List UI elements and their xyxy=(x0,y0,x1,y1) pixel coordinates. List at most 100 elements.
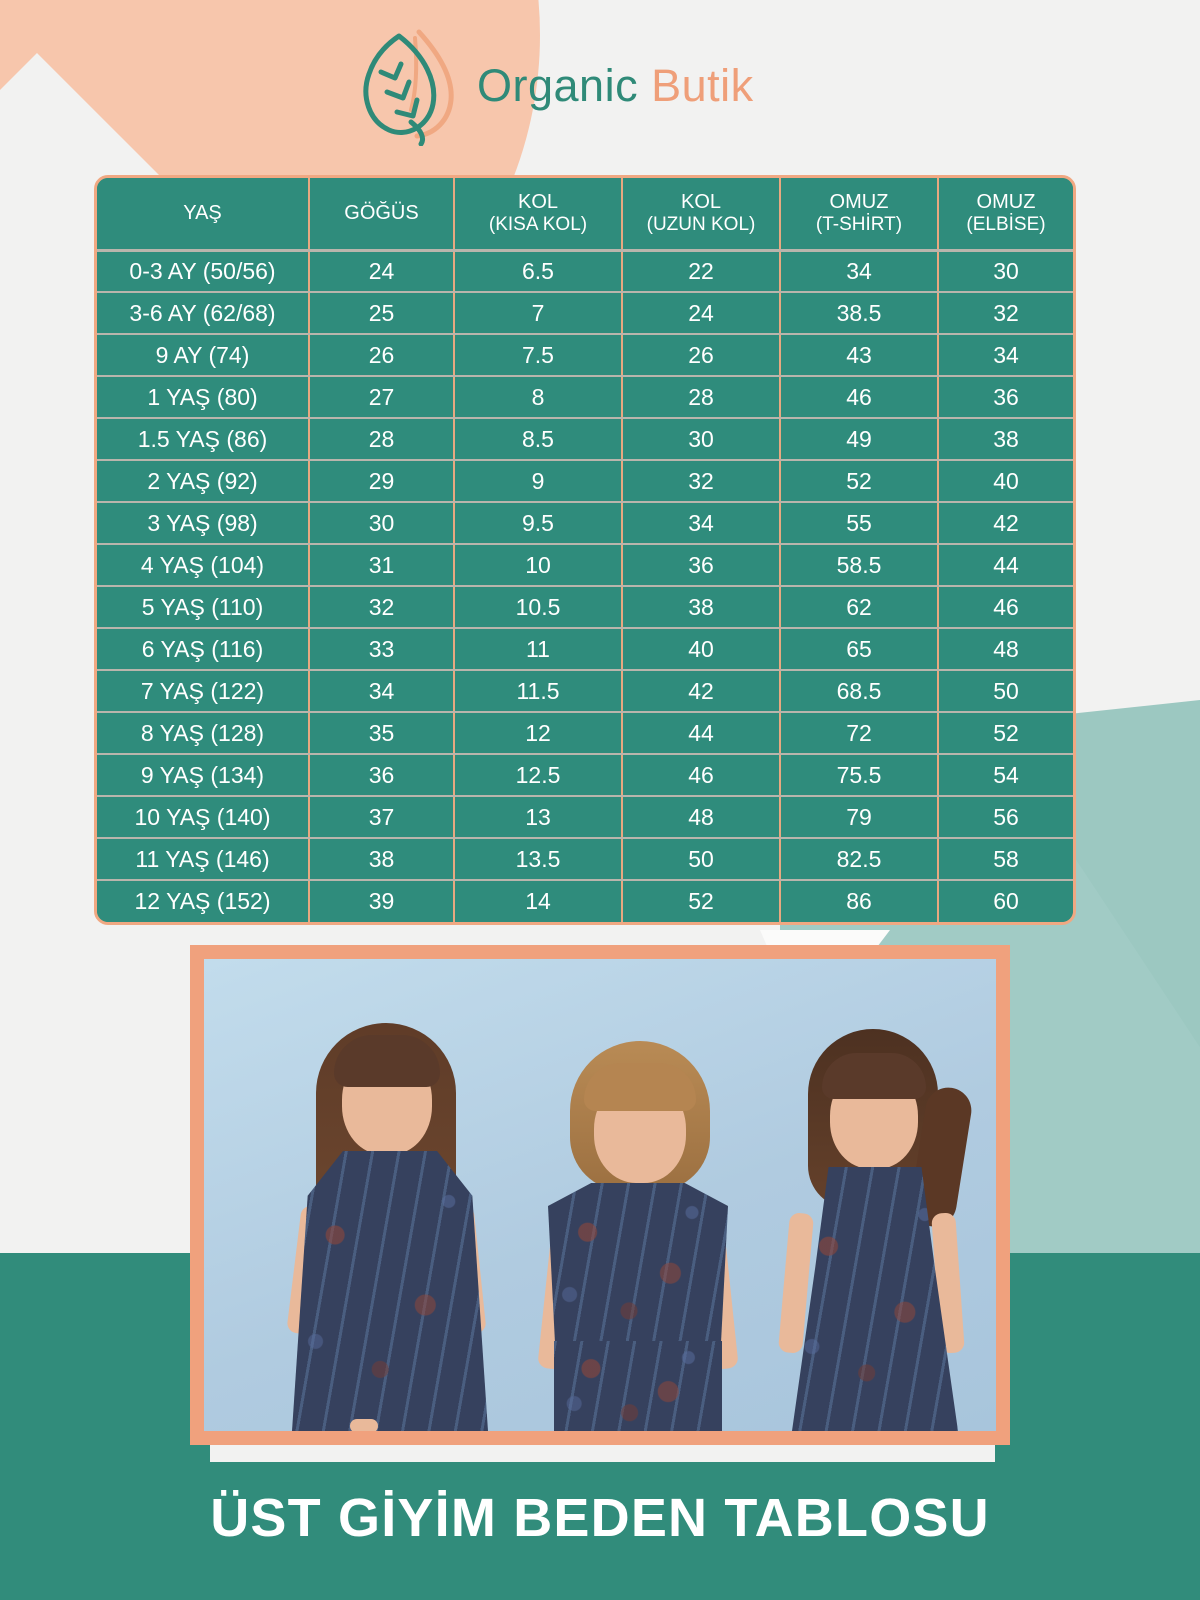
cell-age: 3 YAŞ (98) xyxy=(97,502,310,545)
brand-name: Organic Butik xyxy=(477,60,754,112)
cell-shoulder-tshirt: 52 xyxy=(780,460,939,503)
table-row: 3 YAŞ (98) 30 9.5 34 55 42 xyxy=(97,502,1073,545)
child-middle xyxy=(522,1001,752,1431)
cell-long-sleeve: 48 xyxy=(622,796,781,839)
cell-shoulder-tshirt: 75.5 xyxy=(780,754,939,797)
cell-short-sleeve: 12 xyxy=(454,712,623,755)
cell-short-sleeve: 13.5 xyxy=(454,838,623,881)
cell-shoulder-dress: 36 xyxy=(938,376,1073,419)
cell-shoulder-dress: 56 xyxy=(938,796,1073,839)
size-table-container: YAŞ GÖĞÜS KOL (KISA KOL) KOL (UZUN KOL) xyxy=(94,175,1076,925)
table-row: 6 YAŞ (116) 33 11 40 65 48 xyxy=(97,628,1073,671)
cell-short-sleeve: 10 xyxy=(454,544,623,587)
cell-shoulder-dress: 54 xyxy=(938,754,1073,797)
table-row: 7 YAŞ (122) 34 11.5 42 68.5 50 xyxy=(97,670,1073,713)
cell-age: 9 YAŞ (134) xyxy=(97,754,310,797)
table-row: 11 YAŞ (146) 38 13.5 50 82.5 58 xyxy=(97,838,1073,881)
cell-long-sleeve: 50 xyxy=(622,838,781,881)
size-table-header: YAŞ GÖĞÜS KOL (KISA KOL) KOL (UZUN KOL) xyxy=(97,178,1073,252)
brand-name-primary: Organic xyxy=(477,60,639,111)
cell-age: 2 YAŞ (92) xyxy=(97,460,310,503)
cell-long-sleeve: 38 xyxy=(622,586,781,629)
cell-long-sleeve: 46 xyxy=(622,754,781,797)
cell-chest: 29 xyxy=(309,460,455,503)
cell-shoulder-dress: 48 xyxy=(938,628,1073,671)
product-photo xyxy=(204,959,996,1431)
cell-shoulder-tshirt: 68.5 xyxy=(780,670,939,713)
table-row: 5 YAŞ (110) 32 10.5 38 62 46 xyxy=(97,586,1073,629)
column-header-short-sleeve-line1: KOL xyxy=(517,191,559,214)
cell-shoulder-tshirt: 62 xyxy=(780,586,939,629)
column-header-shoulder-dress-line2: (ELBİSE) xyxy=(966,213,1046,235)
column-header-shoulder-tshirt-line2: (T-SHİRT) xyxy=(815,213,903,235)
cell-shoulder-dress: 42 xyxy=(938,502,1073,545)
cell-shoulder-dress: 50 xyxy=(938,670,1073,713)
cell-long-sleeve: 42 xyxy=(622,670,781,713)
product-photo-frame xyxy=(190,945,1010,1445)
cell-long-sleeve: 52 xyxy=(622,880,781,922)
cell-shoulder-tshirt: 82.5 xyxy=(780,838,939,881)
child-right xyxy=(752,1001,987,1431)
cell-short-sleeve: 11 xyxy=(454,628,623,671)
column-header-shoulder-tshirt: OMUZ (T-SHİRT) xyxy=(780,178,939,252)
cell-chest: 36 xyxy=(309,754,455,797)
cell-short-sleeve: 11.5 xyxy=(454,670,623,713)
cell-chest: 37 xyxy=(309,796,455,839)
table-row: 4 YAŞ (104) 31 10 36 58.5 44 xyxy=(97,544,1073,587)
column-header-age: YAŞ xyxy=(97,178,310,252)
decor-teal-band-bottom xyxy=(0,1462,1200,1600)
column-header-chest-line1: GÖĞÜS xyxy=(344,202,419,225)
cell-shoulder-tshirt: 79 xyxy=(780,796,939,839)
cell-shoulder-tshirt: 55 xyxy=(780,502,939,545)
brand-logo: Organic Butik xyxy=(355,26,754,146)
cell-chest: 28 xyxy=(309,418,455,461)
cell-shoulder-dress: 46 xyxy=(938,586,1073,629)
child-left xyxy=(264,1001,514,1431)
cell-shoulder-tshirt: 86 xyxy=(780,880,939,922)
cell-short-sleeve: 7.5 xyxy=(454,334,623,377)
cell-age: 3-6 AY (62/68) xyxy=(97,292,310,335)
cell-age: 5 YAŞ (110) xyxy=(97,586,310,629)
column-header-long-sleeve-line1: KOL xyxy=(680,191,722,214)
cell-chest: 24 xyxy=(309,250,455,293)
table-row: 1 YAŞ (80) 27 8 28 46 36 xyxy=(97,376,1073,419)
cell-shoulder-dress: 30 xyxy=(938,250,1073,293)
cell-long-sleeve: 30 xyxy=(622,418,781,461)
cell-short-sleeve: 9 xyxy=(454,460,623,503)
cell-short-sleeve: 8 xyxy=(454,376,623,419)
cell-age: 7 YAŞ (122) xyxy=(97,670,310,713)
cell-short-sleeve: 13 xyxy=(454,796,623,839)
cell-short-sleeve: 10.5 xyxy=(454,586,623,629)
cell-age: 6 YAŞ (116) xyxy=(97,628,310,671)
cell-shoulder-tshirt: 46 xyxy=(780,376,939,419)
cell-long-sleeve: 32 xyxy=(622,460,781,503)
cell-shoulder-tshirt: 38.5 xyxy=(780,292,939,335)
cell-shoulder-dress: 38 xyxy=(938,418,1073,461)
table-row: 3-6 AY (62/68) 25 7 24 38.5 32 xyxy=(97,292,1073,335)
table-row: 8 YAŞ (128) 35 12 44 72 52 xyxy=(97,712,1073,755)
column-header-short-sleeve-line2: (KISA KOL) xyxy=(488,213,588,235)
column-header-chest: GÖĞÜS xyxy=(309,178,455,252)
cell-long-sleeve: 24 xyxy=(622,292,781,335)
cell-short-sleeve: 6.5 xyxy=(454,250,623,293)
cell-shoulder-dress: 58 xyxy=(938,838,1073,881)
column-header-short-sleeve: KOL (KISA KOL) xyxy=(454,178,623,252)
cell-chest: 32 xyxy=(309,586,455,629)
table-row: 9 AY (74) 26 7.5 26 43 34 xyxy=(97,334,1073,377)
child-middle-shorts xyxy=(554,1341,722,1431)
cell-age: 1 YAŞ (80) xyxy=(97,376,310,419)
cell-shoulder-dress: 34 xyxy=(938,334,1073,377)
cell-short-sleeve: 7 xyxy=(454,292,623,335)
brand-name-secondary: Butik xyxy=(651,60,754,111)
cell-shoulder-tshirt: 49 xyxy=(780,418,939,461)
cell-shoulder-tshirt: 72 xyxy=(780,712,939,755)
cell-shoulder-tshirt: 65 xyxy=(780,628,939,671)
cell-age: 1.5 YAŞ (86) xyxy=(97,418,310,461)
size-table: YAŞ GÖĞÜS KOL (KISA KOL) KOL (UZUN KOL) xyxy=(97,178,1073,922)
cell-shoulder-tshirt: 43 xyxy=(780,334,939,377)
cell-shoulder-dress: 44 xyxy=(938,544,1073,587)
child-right-fringe xyxy=(822,1053,926,1099)
cell-short-sleeve: 9.5 xyxy=(454,502,623,545)
column-header-shoulder-tshirt-line1: OMUZ xyxy=(829,191,889,214)
